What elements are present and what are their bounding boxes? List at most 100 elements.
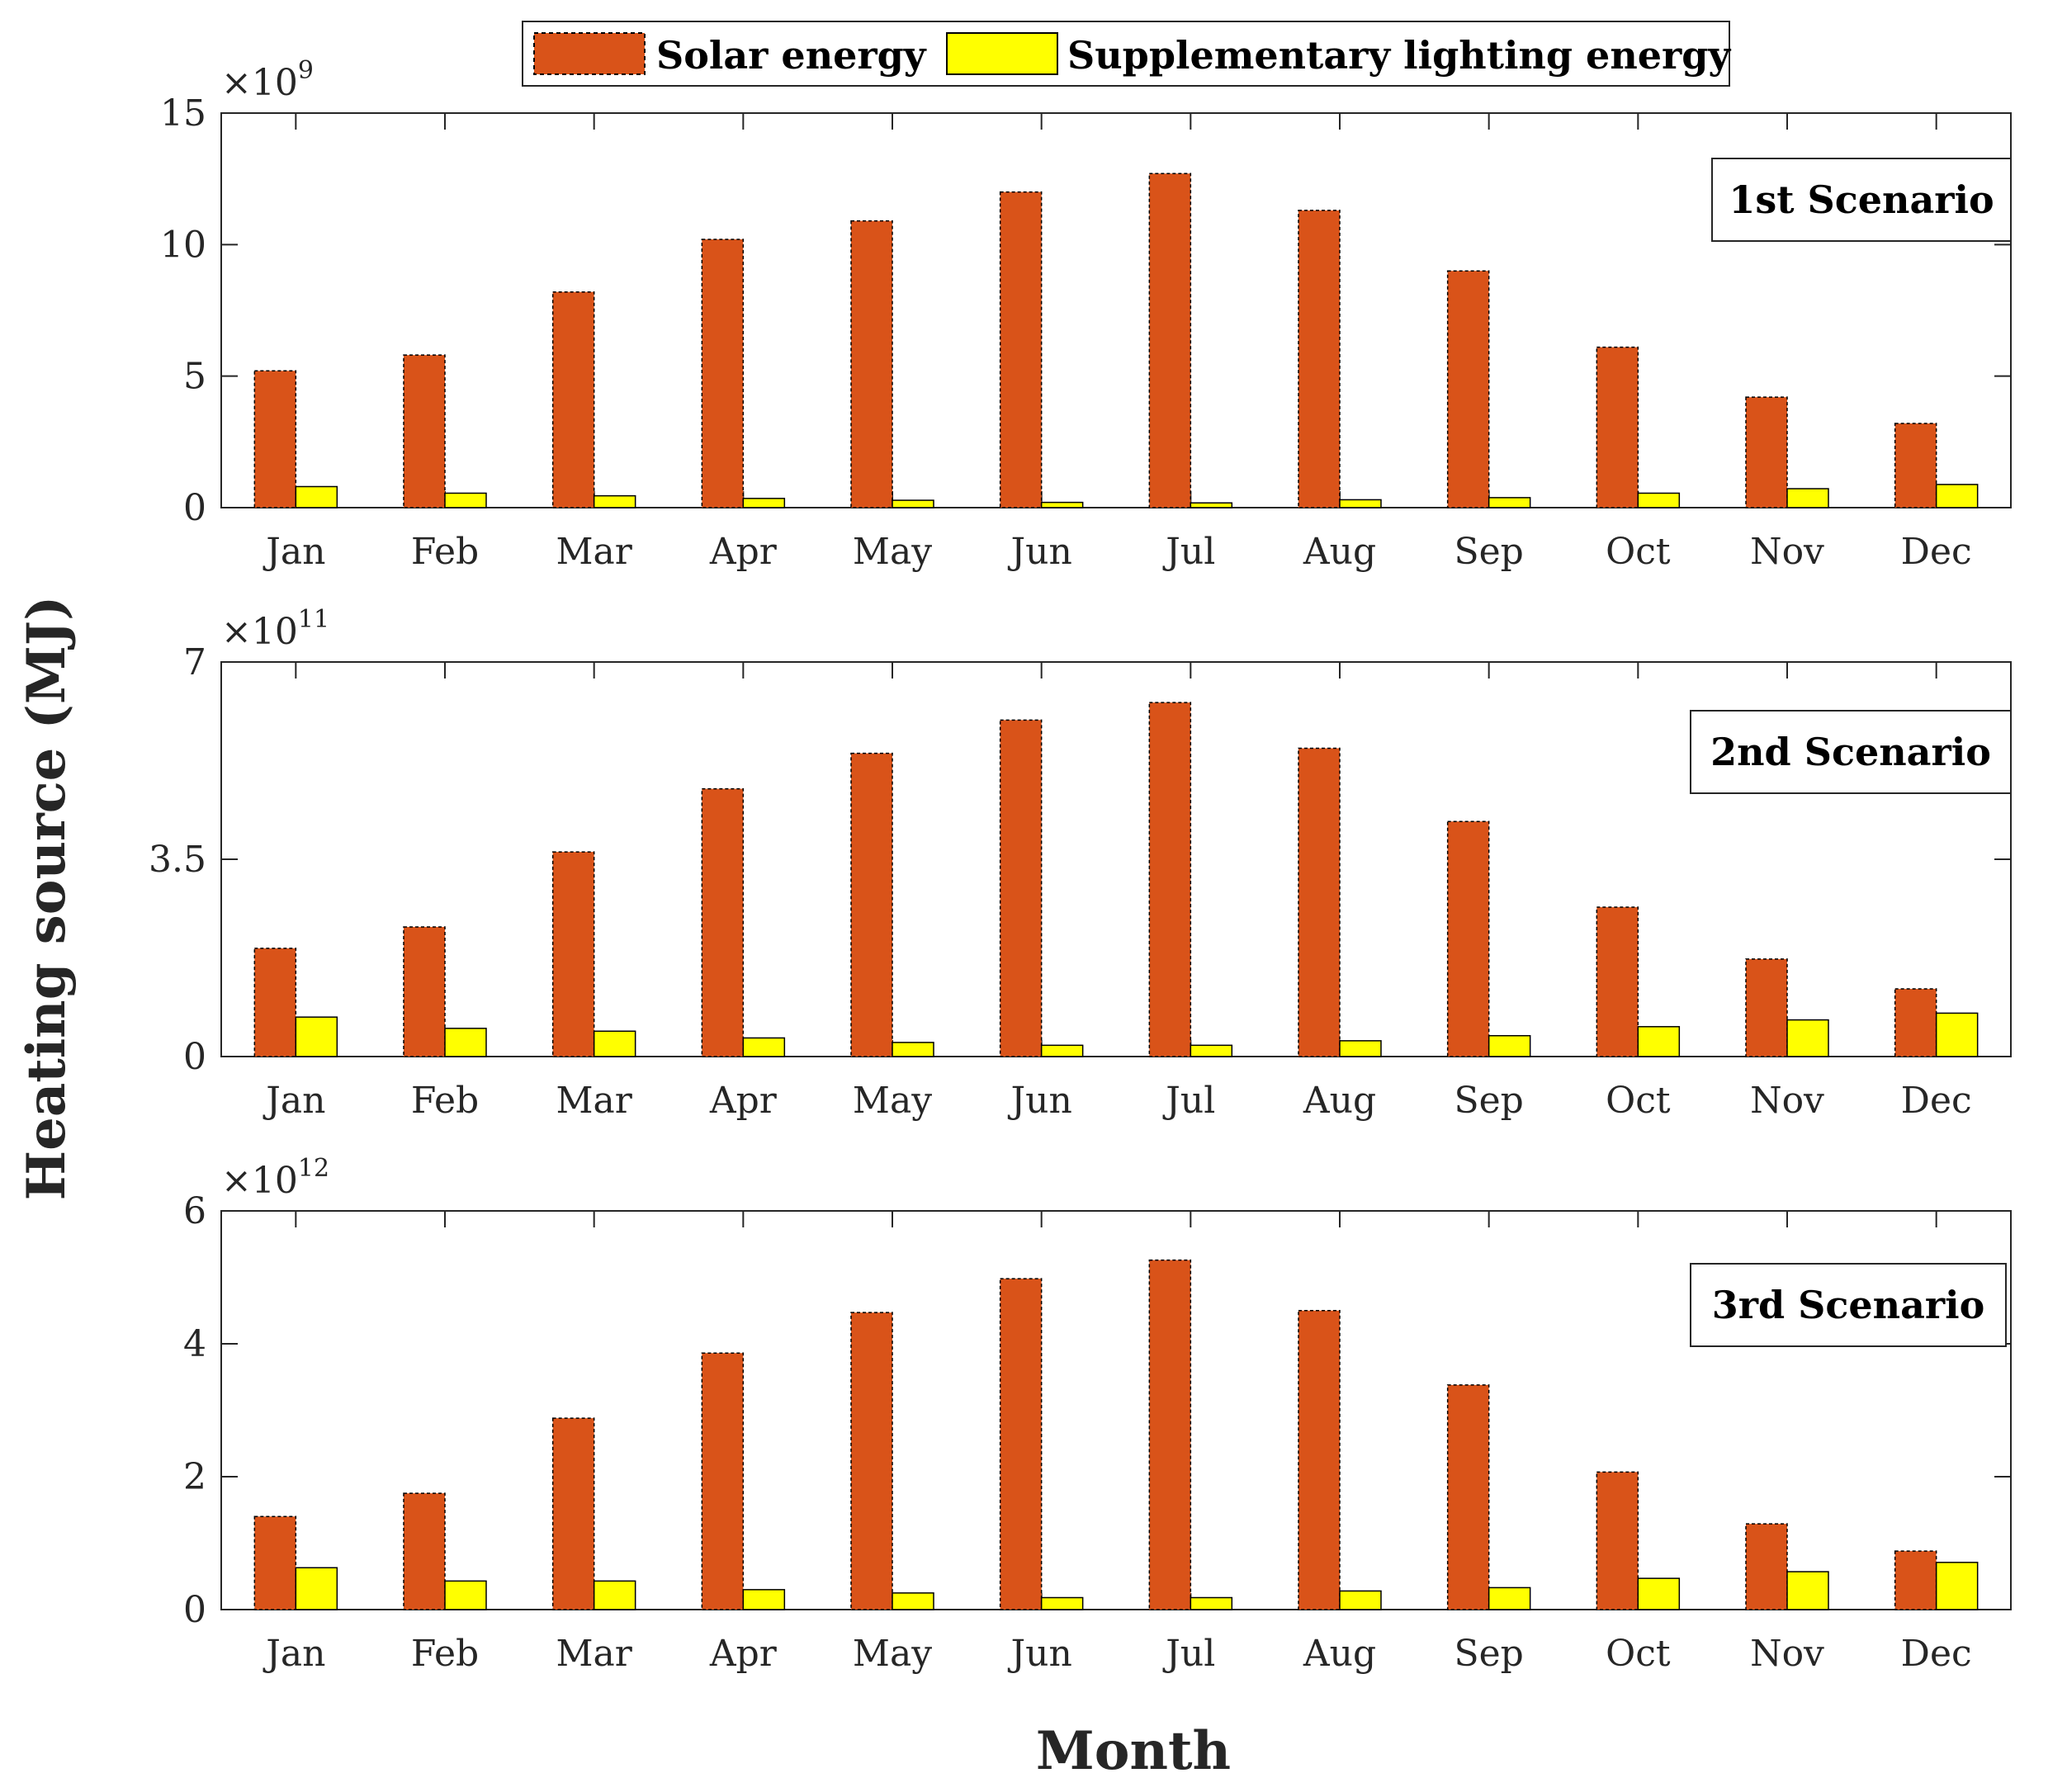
bar-solar <box>253 1515 297 1610</box>
bar-solar <box>1148 1259 1192 1610</box>
bar-solar <box>1745 958 1788 1057</box>
bar-supplementary <box>1488 497 1531 508</box>
y-exponent-base: ×10 <box>221 611 298 653</box>
bar-solar <box>701 239 745 508</box>
x-tick-label: Nov <box>1750 1080 1824 1122</box>
bar-solar <box>1894 423 1937 508</box>
bar-supplementary <box>1786 488 1829 508</box>
legend-label-supplementary: Supplementary lighting energy <box>1067 33 1731 78</box>
bar-supplementary <box>742 498 786 508</box>
y-exponent-label: ×1012 <box>221 1154 329 1202</box>
bar-solar <box>999 191 1043 508</box>
bar-supplementary <box>295 485 338 508</box>
x-tick-label: Jun <box>1008 1633 1072 1675</box>
y-tick-label: 7 <box>183 641 206 683</box>
bar-solar <box>1148 173 1192 508</box>
x-tick-label: Jun <box>1008 1080 1072 1122</box>
bar-solar <box>551 851 595 1057</box>
y-tick-label: 15 <box>160 92 206 135</box>
x-tick-label: Aug <box>1303 531 1376 573</box>
x-tick-label: Jan <box>263 1080 325 1122</box>
y-exponent-base: ×10 <box>221 1160 298 1202</box>
x-tick-label: Dec <box>1901 1633 1972 1675</box>
legend: Solar energy Supplementary lighting ener… <box>522 21 1731 87</box>
bar-supplementary <box>1935 484 1979 508</box>
bar-solar <box>403 926 446 1057</box>
bar-solar <box>1596 906 1639 1057</box>
x-tick-label: Nov <box>1750 1633 1824 1675</box>
bar-supplementary <box>892 1592 934 1610</box>
x-tick-label: Sep <box>1454 1633 1523 1675</box>
x-tick-label: Feb <box>411 531 479 573</box>
y-tick-label: 4 <box>183 1323 206 1365</box>
y-exponent-power: 9 <box>298 56 314 85</box>
scenario-annotation-label: 2nd Scenario <box>1710 730 1991 774</box>
bar-solar <box>1446 270 1490 508</box>
legend-box <box>522 21 1730 87</box>
x-tick-label: Oct <box>1606 1080 1671 1122</box>
bar-supplementary <box>295 1016 338 1057</box>
bar-supplementary <box>892 499 934 508</box>
bar-solar <box>1446 820 1490 1057</box>
x-tick-label: Jul <box>1162 1080 1215 1122</box>
bar-solar <box>701 787 745 1057</box>
x-tick-label: Mar <box>556 1633 633 1675</box>
bar-supplementary <box>1786 1019 1829 1057</box>
y-tick-label: 10 <box>160 224 206 266</box>
y-tick-label: 0 <box>183 1589 206 1631</box>
y-exponent-power: 11 <box>298 605 329 634</box>
bar-supplementary <box>1040 1596 1084 1610</box>
bar-supplementary <box>1637 1026 1681 1057</box>
y-tick-label: 0 <box>183 1036 206 1078</box>
bar-supplementary <box>1637 492 1681 508</box>
y-tick-label: 2 <box>183 1456 206 1498</box>
bar-solar <box>253 948 297 1057</box>
bar-solar <box>1894 1550 1937 1610</box>
x-tick-label: May <box>853 1080 932 1122</box>
bar-supplementary <box>295 1567 338 1610</box>
panel-3rd-scenario: 0 2 4 6 ×1012 Jan Feb Mar Apr May Jun Jul Aug Sep Oct N… <box>183 1154 2012 1675</box>
bar-supplementary <box>1190 1596 1233 1610</box>
bar-solar <box>1298 747 1341 1057</box>
axes-box <box>220 112 2012 508</box>
x-axis-title: Month <box>1036 1720 1231 1782</box>
scenario-annotation-box <box>1711 158 2012 242</box>
bar-supplementary <box>1637 1577 1681 1610</box>
bar-supplementary <box>892 1042 934 1057</box>
x-tick-label: Mar <box>556 531 633 573</box>
bar-supplementary <box>1339 499 1382 508</box>
x-tick-label: Sep <box>1454 531 1523 573</box>
x-tick-label: Apr <box>709 531 778 573</box>
y-axis-title: Heating source (MJ) <box>16 596 78 1201</box>
bar-solar <box>850 752 893 1057</box>
bar-supplementary <box>1488 1586 1531 1610</box>
x-tick-label: Feb <box>411 1633 479 1675</box>
bar-solar <box>551 1417 595 1610</box>
bar-solar <box>403 1492 446 1610</box>
bar-solar <box>403 354 446 508</box>
bar-supplementary <box>593 1030 636 1057</box>
bar-supplementary <box>742 1589 786 1610</box>
scenario-annotation-label: 1st Scenario <box>1729 177 1994 222</box>
x-tick-label: Aug <box>1303 1080 1376 1122</box>
x-tick-label: Apr <box>709 1633 778 1675</box>
bar-supplementary <box>1786 1571 1829 1610</box>
bar-supplementary <box>444 492 487 508</box>
scenario-annotation-label: 3rd Scenario <box>1712 1283 1985 1327</box>
bar-supplementary <box>1935 1012 1979 1057</box>
x-tick-label: Jul <box>1162 1633 1215 1675</box>
x-tick-label: Nov <box>1750 531 1824 573</box>
x-tick-label: May <box>853 1633 932 1675</box>
bar-solar <box>1596 1471 1639 1610</box>
x-tick-label: Aug <box>1303 1633 1376 1675</box>
y-exponent-power: 12 <box>298 1154 329 1183</box>
bar-supplementary <box>593 494 636 508</box>
y-tick-label: 3.5 <box>149 839 206 881</box>
bar-solar <box>1596 346 1639 508</box>
y-exponent-base: ×10 <box>221 62 298 104</box>
x-tick-label: May <box>853 531 932 573</box>
x-tick-label: Dec <box>1901 531 1972 573</box>
bar-supplementary <box>1339 1040 1382 1057</box>
x-tick-label: Jul <box>1162 531 1215 573</box>
bar-solar <box>1446 1384 1490 1610</box>
